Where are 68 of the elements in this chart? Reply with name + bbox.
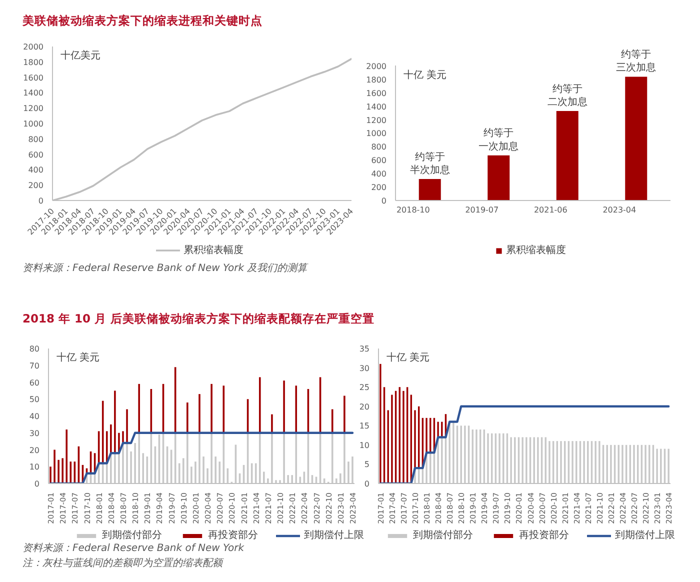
legend-label: 累积缩表幅度	[184, 244, 244, 257]
y-tick-label: 80	[29, 344, 40, 354]
x-tick-label: 2018-10	[396, 206, 430, 214]
legend-label: 到期偿付上限	[304, 528, 364, 542]
x-tick-label: 2021-06	[534, 206, 568, 214]
y-tick-label: 20	[359, 402, 370, 412]
y-tick-label: 1000	[366, 129, 386, 138]
x-tick-label: 2023-04	[602, 206, 636, 214]
y-tick-label: 200	[28, 181, 44, 190]
y-tick-label: 1600	[366, 88, 386, 98]
y-axis-title: 十亿美元	[60, 50, 100, 62]
legend-label: 到期偿付上限	[615, 528, 675, 542]
y-tick-label: 600	[371, 156, 387, 166]
chart-title: 2018 年 10 月 后美联储被动缩表方案下的缩表配额存在严重空置	[22, 312, 375, 326]
y-tick-label: 200	[371, 183, 387, 192]
y-tick-label: 0	[381, 196, 387, 206]
bar	[418, 178, 441, 200]
y-tick-label: 1800	[366, 75, 386, 84]
y-tick-label: 400	[28, 166, 44, 175]
y-tick-label: 1200	[23, 104, 44, 114]
legend-label: 到期偿付部分	[413, 528, 473, 542]
chart-title: 美联储被动缩表方案下的缩表进程和关键时点	[22, 14, 262, 28]
y-tick-label: 30	[29, 428, 40, 438]
y-tick-label: 1800	[23, 58, 44, 67]
legend-label: 到期偿付部分	[102, 528, 162, 542]
legend-label: 再投资部分	[208, 528, 258, 542]
bar	[488, 155, 510, 200]
y-tick-label: 0	[364, 480, 370, 488]
y-tick-label: 400	[371, 170, 387, 179]
legend-label: 再投资部分	[519, 528, 569, 542]
annotation: 约等于三次加息	[616, 48, 656, 74]
y-tick-label: 40	[29, 412, 40, 421]
y-tick-label: 0	[34, 480, 40, 488]
x-tick-label: 2019-07	[465, 206, 499, 214]
y-tick-label: 2000	[23, 42, 44, 52]
y-tick-label: 0	[38, 196, 44, 206]
text: 资料来源：Federal Reserve Bank of New York	[22, 542, 246, 554]
y-tick-label: 1200	[366, 116, 386, 125]
y-tick-label: 1400	[23, 88, 44, 98]
y-tick-label: 50	[29, 395, 40, 404]
y-tick-label: 1600	[23, 73, 44, 82]
y-axis-title: 十亿 美元	[404, 68, 447, 81]
bar	[556, 111, 578, 200]
y-axis-title: 十亿 美元	[56, 352, 100, 364]
y-tick-label: 25	[359, 383, 370, 392]
y-tick-label: 800	[371, 142, 387, 152]
y-tick-label: 30	[359, 364, 370, 373]
y-tick-label: 600	[28, 150, 44, 160]
text: 资料来源：Federal Reserve Bank of New York 及我们的测算	[22, 262, 310, 274]
y-tick-label: 1000	[23, 120, 44, 128]
y-tick-label: 35	[359, 344, 370, 354]
annotation: 约等于一次加息	[478, 127, 519, 152]
legend-label: 累积缩表幅度	[506, 244, 566, 257]
y-tick-label: 2000	[366, 62, 386, 71]
y-tick-label: 15	[359, 422, 370, 431]
y-tick-label: 20	[29, 446, 40, 455]
y-tick-label: 800	[28, 134, 44, 144]
y-tick-label: 60	[29, 378, 40, 388]
y-tick-label: 5	[364, 460, 370, 470]
annotation: 约等于二次加息	[547, 82, 588, 108]
y-tick-label: 10	[29, 462, 40, 472]
text: 注：灰柱与蓝线间的差额即为空置的缩表配额	[22, 557, 224, 569]
y-axis-title: 十亿 美元	[386, 352, 430, 364]
y-tick-label: 10	[359, 440, 370, 450]
bar	[625, 76, 648, 200]
annotation: 约等于半次加息	[410, 150, 450, 176]
y-tick-label: 70	[29, 361, 40, 370]
y-tick-label: 1400	[366, 102, 386, 112]
